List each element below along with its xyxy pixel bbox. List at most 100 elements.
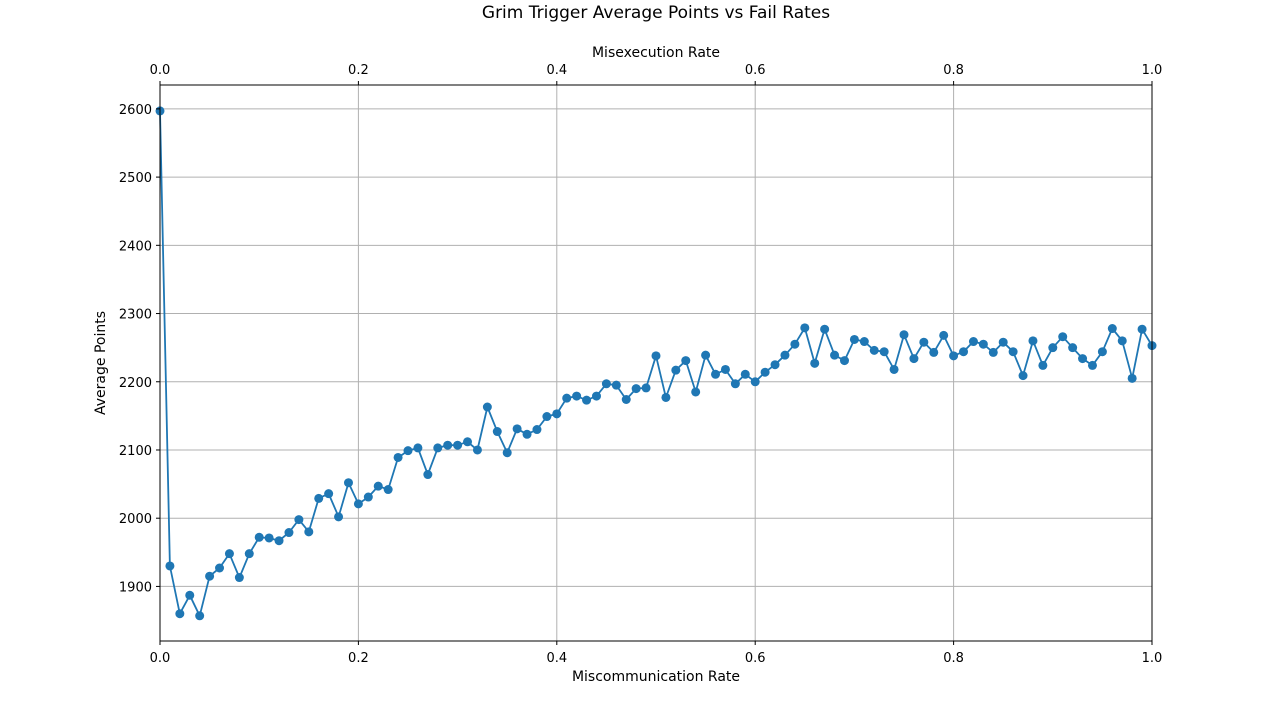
data-point <box>383 485 393 495</box>
data-point <box>790 339 800 349</box>
data-point <box>453 440 463 450</box>
data-point <box>224 549 234 559</box>
data-point <box>701 350 711 360</box>
data-point <box>234 573 244 583</box>
data-point <box>1107 324 1117 334</box>
data-point <box>1058 332 1068 342</box>
data-point <box>562 393 572 403</box>
data-point <box>552 409 562 419</box>
plot-frame <box>159 84 1153 642</box>
data-point <box>939 330 949 340</box>
data-point <box>611 380 621 390</box>
data-point <box>244 549 254 559</box>
data-point <box>294 515 304 525</box>
data-point <box>353 499 363 509</box>
data-points <box>155 106 1157 621</box>
data-point <box>1018 371 1028 381</box>
series-line <box>159 110 1153 617</box>
data-point <box>274 536 284 546</box>
data-point <box>671 365 681 375</box>
data-point <box>949 351 959 361</box>
data-point <box>909 354 919 364</box>
data-point <box>780 350 790 360</box>
data-point <box>591 391 601 401</box>
data-point <box>1137 324 1147 334</box>
data-point <box>641 383 651 393</box>
data-point <box>1097 347 1107 357</box>
data-point <box>968 337 978 347</box>
x-tick-label: 0.2 <box>348 651 369 666</box>
data-point <box>492 427 502 437</box>
data-point <box>760 367 770 377</box>
data-point <box>522 429 532 439</box>
data-point <box>413 443 423 453</box>
data-point <box>899 330 909 340</box>
data-point <box>165 561 175 571</box>
x2-tick-label: 0.6 <box>745 63 766 78</box>
data-point <box>463 437 473 447</box>
data-point <box>998 337 1008 347</box>
data-point <box>859 337 869 347</box>
x-axis-label: Miscommunication Rate <box>572 669 740 685</box>
data-point <box>254 532 264 542</box>
data-point <box>472 445 482 455</box>
x2-tick-label: 0.4 <box>546 63 567 78</box>
data-point <box>770 360 780 370</box>
data-point <box>363 492 373 502</box>
data-point <box>839 356 849 366</box>
data-point <box>661 392 671 402</box>
data-point <box>185 590 195 600</box>
grid <box>159 85 1153 641</box>
data-point <box>621 394 631 404</box>
data-point <box>1078 354 1088 364</box>
x-tick-label: 1.0 <box>1142 651 1163 666</box>
axes: 0.0 0.0 0.2 0.2 0.4 0.4 0.6 0.6 0.8 0.8 1.0 1.0 1900… <box>119 63 1162 666</box>
data-point <box>482 402 492 412</box>
data-point <box>304 527 314 537</box>
data-point <box>502 448 512 458</box>
data-point <box>879 347 889 357</box>
data-point <box>572 391 582 401</box>
data-point <box>889 364 899 374</box>
data-point <box>1127 373 1137 383</box>
x2-tick-label: 0.0 <box>150 63 171 78</box>
data-point <box>651 351 661 361</box>
data-point <box>284 528 294 538</box>
x2-tick-label: 0.2 <box>348 63 369 78</box>
data-point <box>929 347 939 357</box>
data-point <box>205 571 215 581</box>
data-point <box>393 452 403 462</box>
data-point <box>1008 347 1018 357</box>
data-point <box>542 412 552 422</box>
x2-tick-label: 1.0 <box>1142 63 1163 78</box>
y-tick-label: 2300 <box>119 308 152 323</box>
x-tick-label: 0.8 <box>943 651 964 666</box>
data-point <box>175 609 185 619</box>
series-line-layer <box>159 110 1153 617</box>
data-point <box>830 350 840 360</box>
data-point <box>343 478 353 488</box>
data-point <box>215 563 225 573</box>
data-point <box>919 337 929 347</box>
data-point <box>869 345 879 355</box>
y-tick-label: 2600 <box>119 103 152 118</box>
data-point <box>978 339 988 349</box>
data-point <box>750 377 760 387</box>
y-tick-label: 1900 <box>119 580 152 595</box>
data-point <box>195 611 205 621</box>
data-point <box>512 424 522 434</box>
x-tick-label: 0.6 <box>745 651 766 666</box>
data-point <box>740 369 750 379</box>
data-point <box>1087 360 1097 370</box>
data-point <box>1048 343 1058 353</box>
y-axis-label: Average Points <box>93 311 109 415</box>
data-point <box>582 395 592 405</box>
y-tick-label: 2200 <box>119 376 152 391</box>
data-point <box>324 489 334 499</box>
data-point <box>681 356 691 366</box>
data-point <box>720 364 730 374</box>
data-point <box>314 493 324 503</box>
data-point <box>800 323 810 333</box>
data-point <box>959 347 969 357</box>
